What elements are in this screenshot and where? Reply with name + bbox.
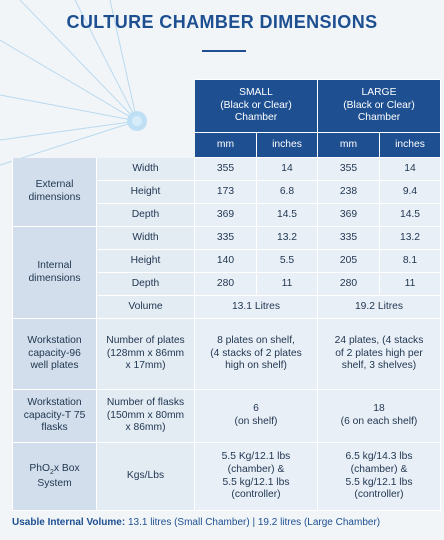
usable-volume-footer: Usable Internal Volume: 13.1 litres (Sma… xyxy=(12,517,380,528)
table-row: Workstation capacity-96 well plates Number… xyxy=(12,318,441,390)
unit-header: mm xyxy=(194,132,257,158)
table-row: Height 173 6.8 238 9.4 xyxy=(13,180,441,204)
row-label: Width xyxy=(96,226,195,250)
phox-large: 6.5 kg/14.3 lbs (chamber) & 5.5 kg/12.1 lb… xyxy=(317,442,441,511)
table-row: Workstation capacity-T 75 flasks Number of… xyxy=(12,389,441,443)
internal-dimensions-label: Internal dimensions xyxy=(12,226,97,319)
table-row: Depth 369 14.5 369 14.5 xyxy=(13,203,441,227)
table-row: Internal dimensions Width 335 13.2 335 13… xyxy=(12,226,441,319)
workstation-flasks-label: Workstation capacity-T 75 flasks xyxy=(12,389,97,443)
dimensions-table: SMALL (Black or Clear) Chamber LARGE (Black… xyxy=(12,79,441,511)
small-chamber-header: SMALL (Black or Clear) Chamber xyxy=(194,79,318,133)
value-cell: 173 xyxy=(194,180,257,204)
large-chamber-header: LARGE (Black or Clear) Chamber xyxy=(317,79,441,133)
page-title: CULTURE CHAMBER DIMENSIONS xyxy=(66,12,378,32)
table-row: Height 140 5.5 205 8.1 xyxy=(13,249,441,273)
workstation-plates-label: Workstation capacity-96 well plates xyxy=(12,318,97,390)
row-label: Depth xyxy=(96,272,195,296)
value-cell: 369 xyxy=(317,203,380,227)
value-cell: 14 xyxy=(256,157,318,181)
row-label: Number of flasks (150mm x 80mm x 86mm) xyxy=(96,389,195,443)
phox-small: 5.5 Kg/12.1 lbs (chamber) & 5.5 kg/12.1 lb… xyxy=(194,442,318,511)
value-cell: 13.2 xyxy=(379,226,441,250)
external-dimensions-label: External dimensions xyxy=(12,157,97,227)
phox-box-label: PhO2x Box System xyxy=(12,442,97,511)
value-cell: 8.1 xyxy=(379,249,441,273)
units-row: mm inches mm inches xyxy=(13,132,441,158)
value-cell: 5.5 xyxy=(256,249,318,273)
value-cell: 11 xyxy=(256,272,318,296)
value-cell: 14.5 xyxy=(256,203,318,227)
value-cell: 355 xyxy=(194,157,257,181)
value-cell: 238 xyxy=(317,180,380,204)
value-cell: 280 xyxy=(194,272,257,296)
unit-header: inches xyxy=(256,132,318,158)
flasks-small: 6 (on shelf) xyxy=(194,389,318,443)
value-cell: 369 xyxy=(194,203,257,227)
value-cell: 13.2 xyxy=(256,226,318,250)
value-cell: 280 xyxy=(317,272,380,296)
row-label: Depth xyxy=(96,203,195,227)
unit-header: mm xyxy=(317,132,380,158)
value-cell: 335 xyxy=(317,226,380,250)
row-label: Height xyxy=(96,249,195,273)
value-cell: 205 xyxy=(317,249,380,273)
value-cell: 335 xyxy=(194,226,257,250)
volume-large: 19.2 Litres xyxy=(317,295,441,319)
table-row: Depth 280 11 280 11 xyxy=(13,272,441,296)
decorative-network-burst xyxy=(0,0,147,166)
row-label: Kgs/Lbs xyxy=(96,442,195,511)
value-cell: 14 xyxy=(379,157,441,181)
table-row: External dimensions Width 355 14 355 14 xyxy=(12,157,441,227)
value-cell: 6.8 xyxy=(256,180,318,204)
row-label: Height xyxy=(96,180,195,204)
value-cell: 355 xyxy=(317,157,380,181)
volume-small: 13.1 Litres xyxy=(194,295,318,319)
title-underline xyxy=(202,50,246,52)
value-cell: 9.4 xyxy=(379,180,441,204)
footer-text: 13.1 litres (Small Chamber) | 19.2 litre… xyxy=(125,517,381,528)
flasks-large: 18 (6 on each shelf) xyxy=(317,389,441,443)
table-row: PhO2x Box System Kgs/Lbs 5.5 Kg/12.1 lbs(… xyxy=(12,442,441,511)
table-row: Volume 13.1 Litres 19.2 Litres xyxy=(13,295,441,319)
footer-label: Usable Internal Volume: xyxy=(12,517,126,528)
unit-header: inches xyxy=(379,132,441,158)
row-label: Number of plates (128mm x 86mm x 17mm) xyxy=(96,318,195,390)
plates-small: 8 plates on shelf, (4 stacks of 2 plates h… xyxy=(194,318,318,390)
table-header-row: SMALL (Black or Clear) Chamber LARGE (Black… xyxy=(13,79,441,133)
value-cell: 14.5 xyxy=(379,203,441,227)
row-label: Volume xyxy=(96,295,195,319)
value-cell: 140 xyxy=(194,249,257,273)
plates-large: 24 plates, (4 stacks of 2 plates high per… xyxy=(317,318,441,390)
row-label: Width xyxy=(96,157,195,181)
value-cell: 11 xyxy=(379,272,441,296)
